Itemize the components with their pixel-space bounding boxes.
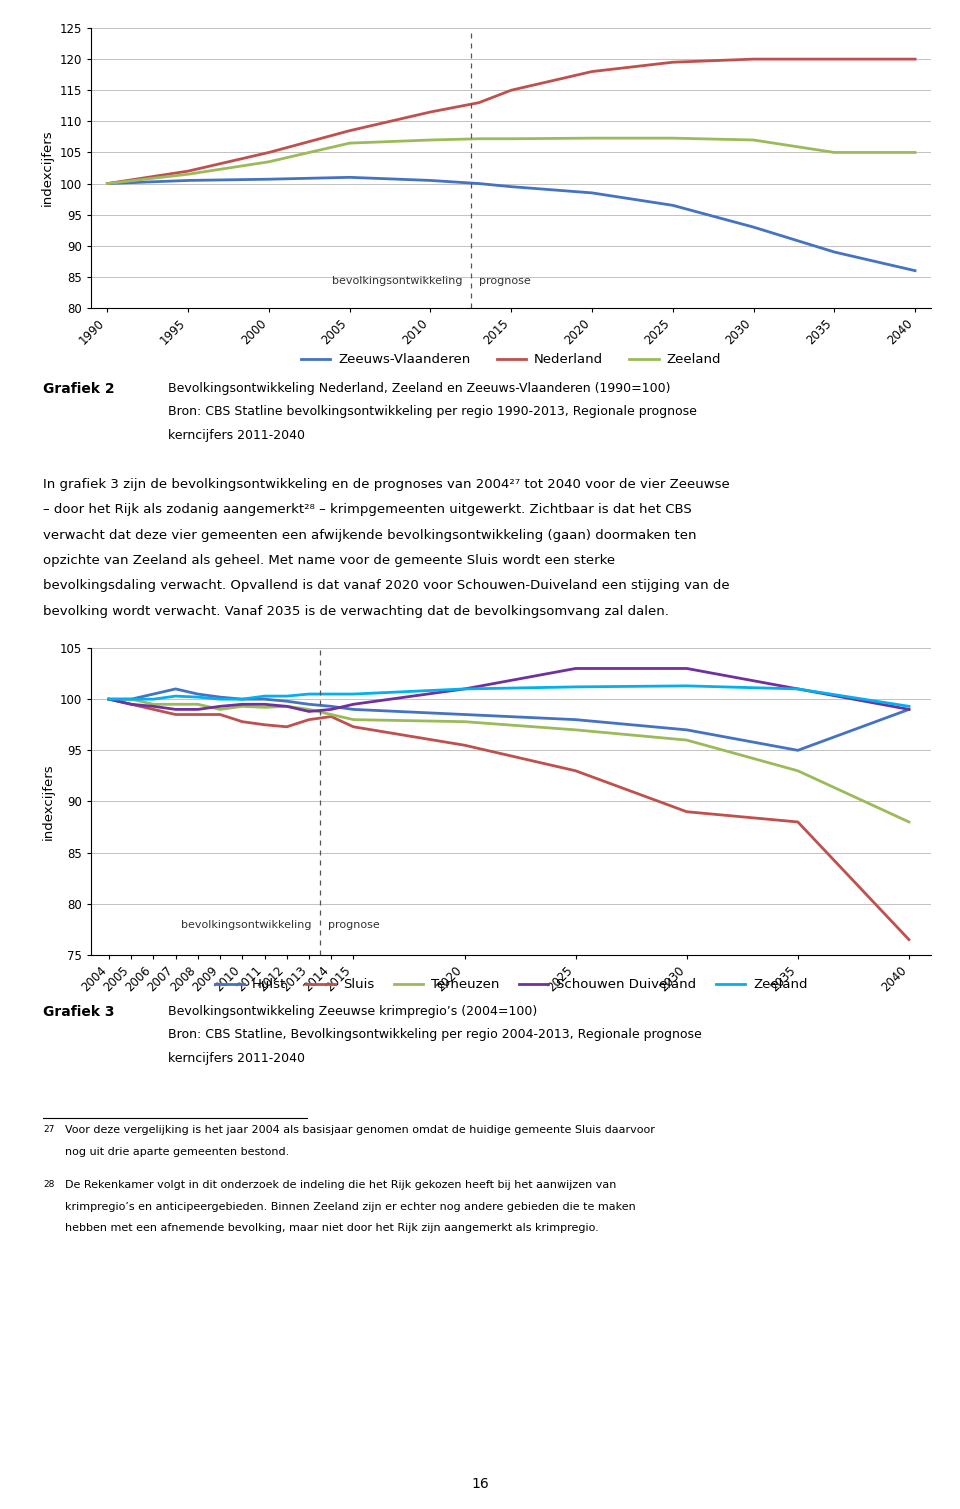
Text: In grafiek 3 zijn de bevolkingsontwikkeling en de prognoses van 2004²⁷ tot 2040 : In grafiek 3 zijn de bevolkingsontwikkel… [43,478,730,490]
Text: 28: 28 [43,1180,55,1189]
Text: Bron: CBS Statline, Bevolkingsontwikkeling per regio 2004-2013, Regionale progno: Bron: CBS Statline, Bevolkingsontwikkeli… [168,1029,702,1041]
Text: Bevolkingsontwikkeling Nederland, Zeeland en Zeeuws-Vlaanderen (1990=100): Bevolkingsontwikkeling Nederland, Zeelan… [168,382,670,395]
Text: bevolking wordt verwacht. Vanaf 2035 is de verwachting dat de bevolkingsomvang z: bevolking wordt verwacht. Vanaf 2035 is … [43,605,669,617]
Text: De Rekenkamer volgt in dit onderzoek de indeling die het Rijk gekozen heeft bij : De Rekenkamer volgt in dit onderzoek de … [65,1180,616,1189]
Text: Voor deze vergelijking is het jaar 2004 als basisjaar genomen omdat de huidige g: Voor deze vergelijking is het jaar 2004 … [65,1126,655,1135]
Y-axis label: indexcijfers: indexcijfers [41,130,55,207]
Legend: Hulst, Sluis, Terneuzen, Schouwen Duiveland, Zeeland: Hulst, Sluis, Terneuzen, Schouwen Duivel… [209,973,813,996]
Text: kerncijfers 2011-2040: kerncijfers 2011-2040 [168,429,305,442]
Text: 27: 27 [43,1126,55,1133]
Text: hebben met een afnemende bevolking, maar niet door het Rijk zijn aangemerkt als : hebben met een afnemende bevolking, maar… [65,1224,599,1233]
Legend: Zeeuws-Vlaanderen, Nederland, Zeeland: Zeeuws-Vlaanderen, Nederland, Zeeland [297,349,726,371]
Text: Grafiek 2: Grafiek 2 [43,382,115,395]
Text: kerncijfers 2011-2040: kerncijfers 2011-2040 [168,1052,305,1065]
Text: krimpregio’s en anticipeergebieden. Binnen Zeeland zijn er echter nog andere geb: krimpregio’s en anticipeergebieden. Binn… [65,1201,636,1212]
Text: prognose: prognose [479,276,531,285]
Text: bevolkingsontwikkeling: bevolkingsontwikkeling [181,920,312,931]
Y-axis label: indexcijfers: indexcijfers [41,764,55,841]
Text: verwacht dat deze vier gemeenten een afwijkende bevolkingsontwikkeling (gaan) do: verwacht dat deze vier gemeenten een afw… [43,528,697,542]
Text: Grafiek 3: Grafiek 3 [43,1005,114,1019]
Text: bevolkingsontwikkeling: bevolkingsontwikkeling [332,276,463,285]
Text: nog uit drie aparte gemeenten bestond.: nog uit drie aparte gemeenten bestond. [65,1147,290,1157]
Text: 16: 16 [471,1477,489,1491]
Text: bevolkingsdaling verwacht. Opvallend is dat vanaf 2020 voor Schouwen-Duiveland e: bevolkingsdaling verwacht. Opvallend is … [43,579,730,593]
Text: opzichte van Zeeland als geheel. Met name voor de gemeente Sluis wordt een sterk: opzichte van Zeeland als geheel. Met nam… [43,554,615,567]
Text: Bevolkingsontwikkeling Zeeuwse krimpregio’s (2004=100): Bevolkingsontwikkeling Zeeuwse krimpregi… [168,1005,538,1019]
Text: prognose: prognose [328,920,380,931]
Text: – door het Rijk als zodanig aangemerkt²⁸ – krimpgemeenten uitgewerkt. Zichtbaar : – door het Rijk als zodanig aangemerkt²⁸… [43,504,692,516]
Text: Bron: CBS Statline bevolkingsontwikkeling per regio 1990-2013, Regionale prognos: Bron: CBS Statline bevolkingsontwikkelin… [168,406,697,418]
